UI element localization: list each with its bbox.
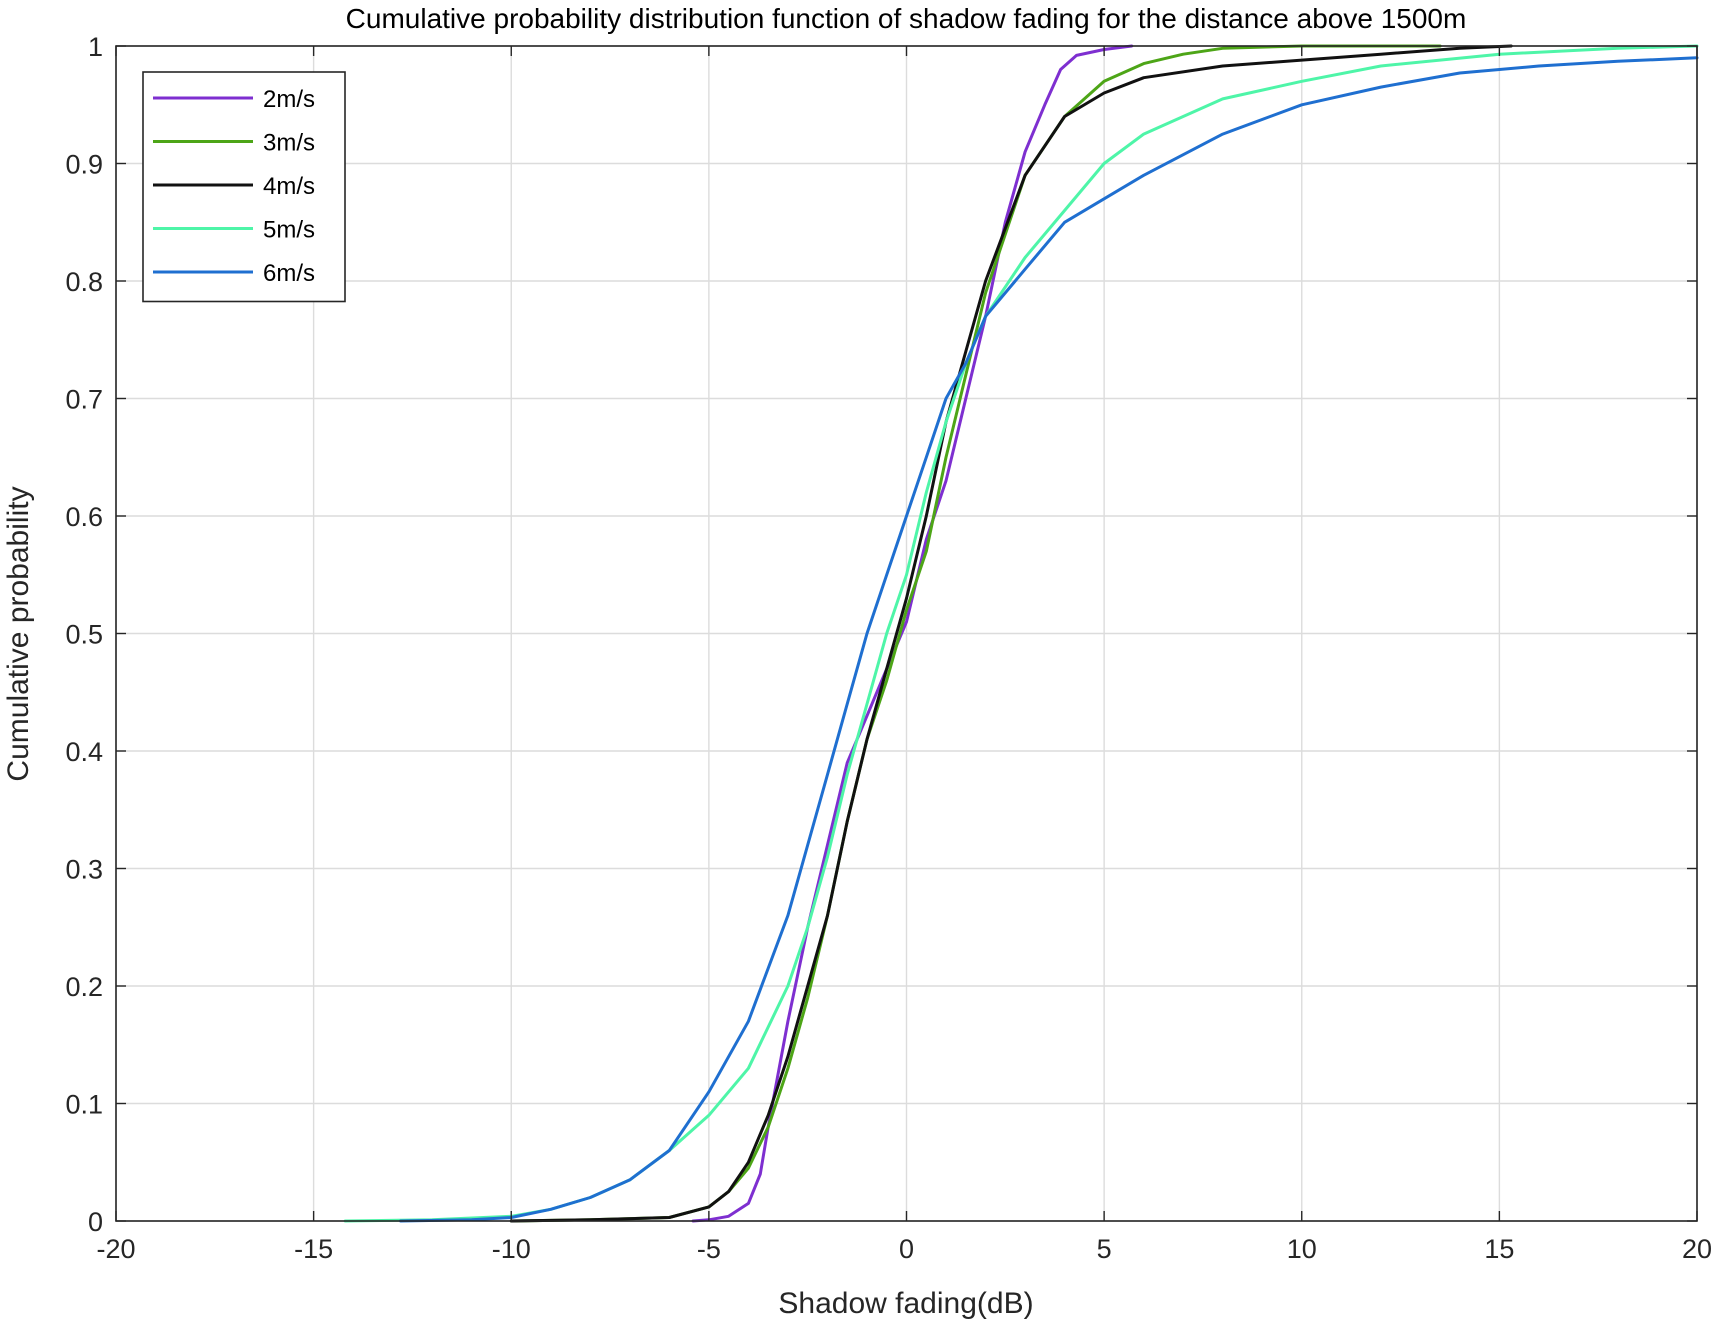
legend-label-6m-s: 6m/s bbox=[263, 260, 315, 287]
x-axis-label: Shadow fading(dB) bbox=[778, 1287, 1033, 1320]
y-tick-label: 0.3 bbox=[65, 855, 103, 885]
legend-label-5m-s: 5m/s bbox=[263, 217, 315, 244]
series-line-6m-s bbox=[399, 56, 1699, 1223]
y-tick-label: 0.4 bbox=[65, 737, 103, 767]
x-tick-label: 0 bbox=[899, 1234, 914, 1264]
tick-labels: -20 -15 -10 -5 0 5 10 15 20 0 0.1 0.2 0.3 0.4 0.5 0.6 0.… bbox=[65, 32, 1712, 1264]
series-line-4m-s bbox=[509, 44, 1513, 1223]
grid-lines bbox=[115, 45, 1698, 1222]
series-lines bbox=[343, 44, 1699, 1223]
y-tick-label: 0.5 bbox=[65, 620, 103, 650]
x-tick-label: 5 bbox=[1097, 1234, 1112, 1264]
y-tick-label: 0.1 bbox=[65, 1090, 103, 1120]
y-tick-label: 0.9 bbox=[65, 150, 103, 180]
legend: 2m/s 3m/s 4m/s 5m/s 6m/s bbox=[142, 71, 346, 303]
x-tick-label: 10 bbox=[1287, 1234, 1317, 1264]
x-tick-label: 20 bbox=[1682, 1234, 1712, 1264]
y-tick-label: 0 bbox=[88, 1207, 103, 1237]
y-tick-label: 0.2 bbox=[65, 972, 103, 1002]
legend-label-4m-s: 4m/s bbox=[263, 173, 315, 200]
legend-box bbox=[142, 71, 346, 303]
x-tick-label: -10 bbox=[492, 1234, 531, 1264]
y-tick-label: 0.8 bbox=[65, 267, 103, 297]
y-tick-label: 0.6 bbox=[65, 502, 103, 532]
x-tick-label: 15 bbox=[1484, 1234, 1514, 1264]
x-tick-label: -20 bbox=[96, 1234, 135, 1264]
y-axis-label: Cumulative probability bbox=[2, 486, 35, 781]
legend-label-2m-s: 2m/s bbox=[263, 86, 315, 113]
legend-label-3m-s: 3m/s bbox=[263, 130, 315, 157]
y-tick-label: 1 bbox=[88, 32, 103, 62]
x-tick-label: -5 bbox=[697, 1234, 721, 1264]
x-tick-label: -15 bbox=[294, 1234, 333, 1264]
y-tick-label: 0.7 bbox=[65, 385, 103, 415]
chart-title: Cumulative probability distribution func… bbox=[346, 3, 1467, 34]
